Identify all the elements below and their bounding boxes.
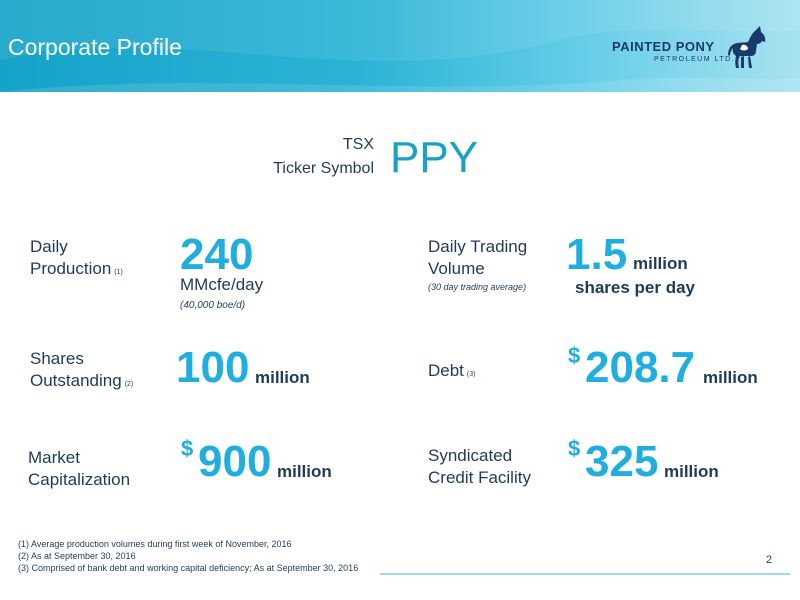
trading-volume-unit-line2: shares per day — [575, 278, 696, 297]
page-number: 2 — [766, 554, 773, 566]
trading-volume-unit: million — [633, 254, 688, 273]
shares-outstanding-value: 100 — [176, 343, 250, 392]
daily-production-unit: MMcfe/day — [180, 275, 264, 294]
header-wave-decoration — [0, 0, 800, 92]
footnote-2: (2) As at September 30, 2016 — [18, 551, 136, 561]
ticker-symbol: PPY — [390, 133, 479, 182]
debt-value: 208.7 — [585, 343, 696, 392]
page-title: Corporate Profile — [8, 34, 182, 60]
daily-production-label-line1: Daily — [30, 237, 68, 256]
debt-label-text: Debt — [428, 361, 464, 380]
trading-volume-label-line2: Volume — [428, 259, 485, 278]
footnote-ref-2: (2) — [124, 381, 134, 388]
market-cap-currency: $ — [181, 436, 194, 461]
debt-label: Debt (3) — [428, 360, 475, 386]
footnote-1: (1) Average production volumes during fi… — [18, 539, 292, 549]
market-cap-label-line2: Capitalization — [28, 470, 131, 489]
debt-currency: $ — [568, 343, 581, 368]
trading-volume-label-line1: Daily Trading — [428, 237, 528, 256]
trading-volume-subnote: (30 day trading average) — [428, 282, 527, 292]
market-cap-unit: million — [277, 462, 332, 481]
credit-facility-label-line1: Syndicated — [428, 446, 513, 465]
daily-production-value: 240 — [180, 230, 254, 279]
market-cap-label-line1: Market — [28, 448, 80, 467]
ticker-symbol-label: Ticker Symbol — [273, 160, 374, 177]
header-banner: Corporate Profile PAINTED PONY PETROLEUM… — [0, 0, 800, 92]
trading-volume-value: 1.5 — [566, 230, 628, 279]
credit-facility-value: 325 — [585, 437, 659, 486]
credit-facility-unit: million — [664, 462, 719, 481]
bottom-divider — [380, 573, 790, 575]
horse-icon — [728, 26, 766, 68]
footnote-3: (3) Comprised of bank debt and working c… — [18, 563, 359, 573]
daily-production-label: Daily Production (1) — [30, 236, 123, 284]
footnotes: (1) Average production volumes during fi… — [18, 538, 358, 574]
logo-subtitle: PETROLEUM LTD. — [654, 56, 736, 63]
shares-outstanding-label-line1: Shares — [30, 349, 84, 368]
market-cap-label: Market Capitalization — [28, 447, 130, 491]
credit-facility-label-line2: Credit Facility — [428, 468, 531, 487]
footnote-ref-1: (1) — [114, 269, 123, 276]
debt-unit: million — [703, 368, 758, 387]
credit-facility-currency: $ — [568, 436, 581, 461]
shares-outstanding-label-line2: Outstanding — [30, 371, 122, 390]
logo-name: PAINTED PONY — [612, 39, 715, 54]
shares-outstanding-label: Shares Outstanding (2) — [30, 348, 133, 396]
exchange-label: TSX — [342, 136, 374, 153]
company-logo: PAINTED PONY PETROLEUM LTD. — [600, 22, 776, 74]
credit-facility-label: Syndicated Credit Facility — [428, 445, 531, 489]
daily-production-subnote: (40,000 boe/d) — [180, 300, 246, 311]
trading-volume-label: Daily Trading Volume — [428, 236, 527, 280]
market-cap-value: 900 — [198, 437, 272, 486]
shares-outstanding-unit: million — [255, 368, 310, 387]
daily-production-label-line2: Production — [30, 259, 112, 278]
footnote-ref-3: (3) — [466, 371, 476, 378]
